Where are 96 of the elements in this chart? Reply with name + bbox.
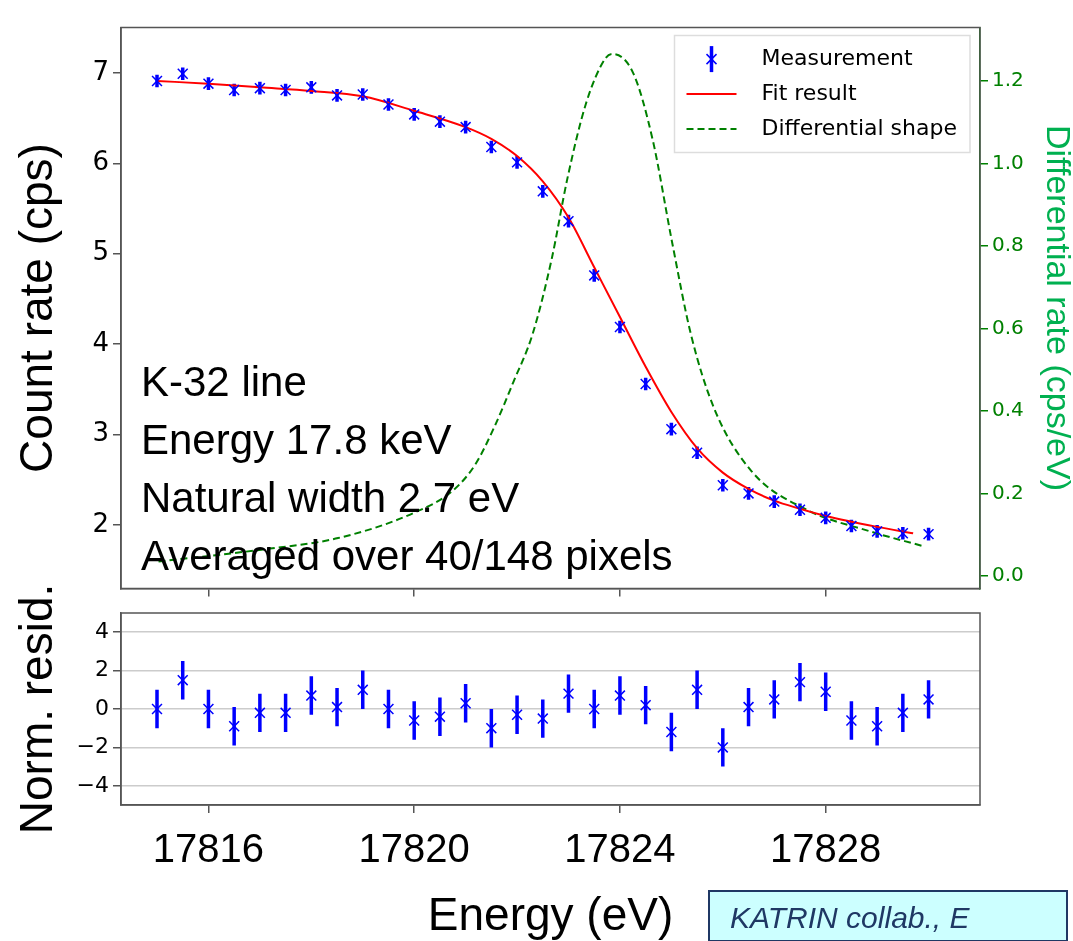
- y-tick-label: 7: [92, 55, 109, 86]
- y-tick-label: 6: [92, 146, 109, 177]
- point: [922, 693, 935, 706]
- point: [254, 707, 266, 719]
- point: [537, 712, 549, 725]
- y-tick-label: −4: [76, 771, 109, 797]
- y-tick-label: 2: [95, 656, 109, 682]
- point: [871, 720, 883, 732]
- point: [537, 185, 549, 198]
- point: [151, 75, 163, 87]
- text: KATRIN collab., E: [708, 890, 1068, 941]
- point: [639, 699, 652, 711]
- point: [485, 722, 498, 734]
- annotation: Natural width 2.7 eV: [141, 474, 520, 522]
- point: [922, 528, 935, 540]
- y2-tick-label: 1.2: [992, 67, 1024, 92]
- y-tick-label: 5: [92, 236, 109, 267]
- point: [691, 684, 703, 696]
- point: [511, 156, 523, 169]
- y-tick-label: 4: [92, 326, 109, 357]
- point: [382, 703, 395, 715]
- annotation: Averaged over 40/148 pixels: [141, 532, 673, 580]
- y2-axis-title: Differential rate (cps/eV): [1040, 125, 1073, 491]
- point: [357, 684, 369, 696]
- point: [742, 701, 755, 713]
- point: [897, 527, 909, 539]
- point: [768, 495, 780, 508]
- point: [305, 689, 318, 702]
- y2-tick-label: 0.6: [992, 314, 1024, 339]
- point: [794, 504, 806, 516]
- x-tick-label: 17824: [564, 826, 676, 871]
- point: [845, 520, 858, 532]
- y-axis-title: Norm. resid.: [10, 583, 63, 835]
- point: [357, 88, 369, 101]
- point: [897, 707, 909, 719]
- point: [742, 487, 755, 500]
- point: [202, 77, 215, 90]
- y-axis-title: Count rate (cps): [10, 143, 63, 473]
- point: [434, 115, 446, 128]
- x-axis-title: Energy (eV): [427, 888, 674, 941]
- point: [562, 215, 575, 227]
- y-tick-label: 2: [92, 507, 109, 538]
- point: [639, 378, 652, 390]
- y2-tick-label: 0.4: [992, 397, 1024, 422]
- point: [408, 108, 420, 121]
- point: [819, 686, 832, 698]
- y-tick-label: 3: [92, 417, 109, 448]
- y2-tick-label: 0.8: [992, 232, 1024, 257]
- annotation: K-32 line: [141, 358, 307, 406]
- point: [279, 84, 292, 96]
- x-tick-label: 17816: [152, 826, 265, 871]
- point: [151, 703, 163, 715]
- legend-label: Differential shape: [761, 114, 957, 140]
- y2-tick-label: 1.0: [992, 149, 1024, 174]
- point: [228, 84, 240, 96]
- point: [614, 321, 626, 333]
- point: [819, 512, 832, 524]
- x-tick-label: 17820: [358, 826, 470, 871]
- point: [794, 676, 806, 688]
- point: [331, 89, 343, 102]
- point: [202, 703, 215, 715]
- point: [459, 697, 472, 709]
- point: [331, 701, 343, 713]
- point: [665, 726, 678, 738]
- point: [845, 714, 858, 727]
- annotation: Energy 17.8 keV: [141, 416, 452, 464]
- point: [768, 693, 780, 706]
- point: [382, 98, 395, 111]
- point: [717, 741, 729, 754]
- y2-tick-label: 0.0: [992, 562, 1024, 587]
- y-tick-label: 0: [95, 694, 109, 720]
- point: [305, 81, 318, 93]
- x-tick-label: 17828: [770, 826, 882, 871]
- legend-label: Fit result: [761, 79, 857, 105]
- point: [614, 689, 626, 702]
- point: [691, 447, 703, 459]
- point: [254, 82, 266, 94]
- y-tick-label: −2: [76, 733, 109, 759]
- point: [228, 720, 240, 732]
- point: [511, 709, 523, 721]
- point: [434, 710, 446, 723]
- point: [562, 687, 575, 700]
- point: [485, 141, 498, 153]
- y2-tick-label: 0.2: [992, 479, 1024, 504]
- point: [459, 121, 472, 133]
- point: [588, 703, 600, 715]
- point: [408, 714, 420, 727]
- point: [717, 479, 729, 491]
- point: [665, 423, 678, 435]
- legend-label: Measurement: [761, 44, 913, 70]
- point: [177, 674, 189, 686]
- y-tick-label: 4: [95, 617, 109, 643]
- point: [588, 269, 600, 282]
- point: [871, 525, 883, 538]
- point: [279, 707, 292, 719]
- point: [177, 68, 189, 80]
